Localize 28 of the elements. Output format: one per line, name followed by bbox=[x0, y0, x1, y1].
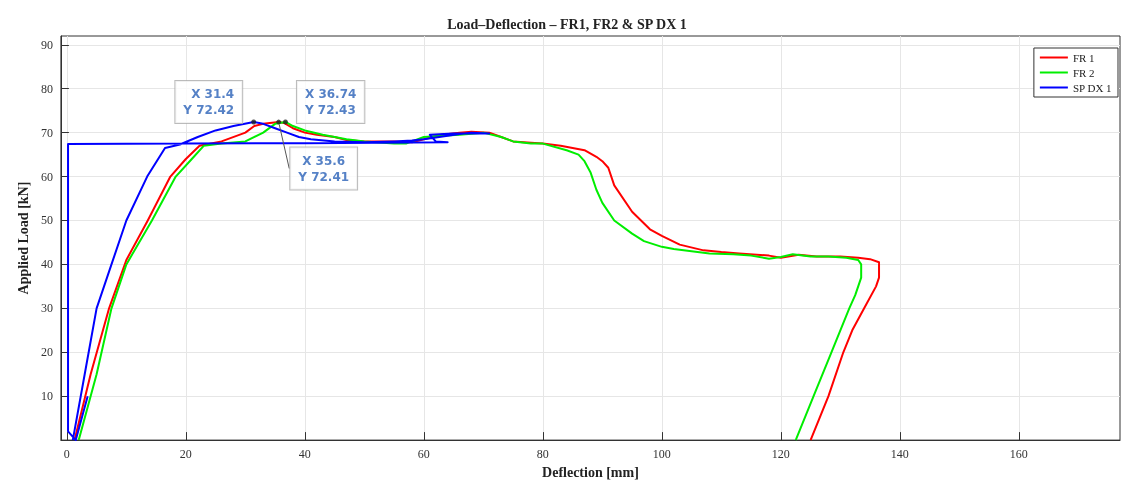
legend-label: SP DX 1 bbox=[1072, 81, 1112, 94]
y-axis-title: Applied Load [kN] bbox=[15, 181, 31, 295]
y-tick-label: 90 bbox=[40, 37, 53, 52]
y-tick-label: 10 bbox=[40, 389, 53, 404]
y-tick-label: 30 bbox=[40, 301, 53, 316]
y-tick-label: 50 bbox=[40, 213, 53, 228]
y-tick-label: 70 bbox=[40, 125, 53, 140]
x-tick-label: 100 bbox=[652, 447, 671, 462]
x-tick-label: 140 bbox=[890, 447, 909, 462]
x-tick-label: 40 bbox=[298, 447, 311, 462]
legend-label: FR 1 bbox=[1072, 51, 1095, 64]
y-tick-label: 80 bbox=[40, 81, 53, 96]
y-tick-label: 40 bbox=[40, 257, 53, 272]
y-tick-label: 20 bbox=[40, 345, 53, 360]
y-tick-label: 60 bbox=[40, 169, 53, 184]
x-tick-label: 60 bbox=[417, 447, 430, 462]
x-axis-title: Deflection [mm] bbox=[542, 464, 639, 480]
line-series bbox=[67, 121, 491, 442]
annotation: X 31.4 Y 72.42 bbox=[182, 87, 235, 117]
x-tick-label: 120 bbox=[771, 447, 790, 462]
legend-label: FR 2 bbox=[1072, 66, 1095, 79]
x-tick-label: 20 bbox=[179, 447, 192, 462]
annotation: X 35.6 Y 72.41 bbox=[297, 153, 350, 184]
annotation: X 36.74 Y 72.43 bbox=[303, 86, 357, 117]
x-tick-label: 0 bbox=[63, 447, 70, 462]
x-tick-label: 160 bbox=[1009, 447, 1028, 462]
chart-title: Load–Deflection – FR1, FR2 & SP DX 1 bbox=[447, 16, 687, 32]
x-tick-label: 80 bbox=[536, 447, 549, 462]
